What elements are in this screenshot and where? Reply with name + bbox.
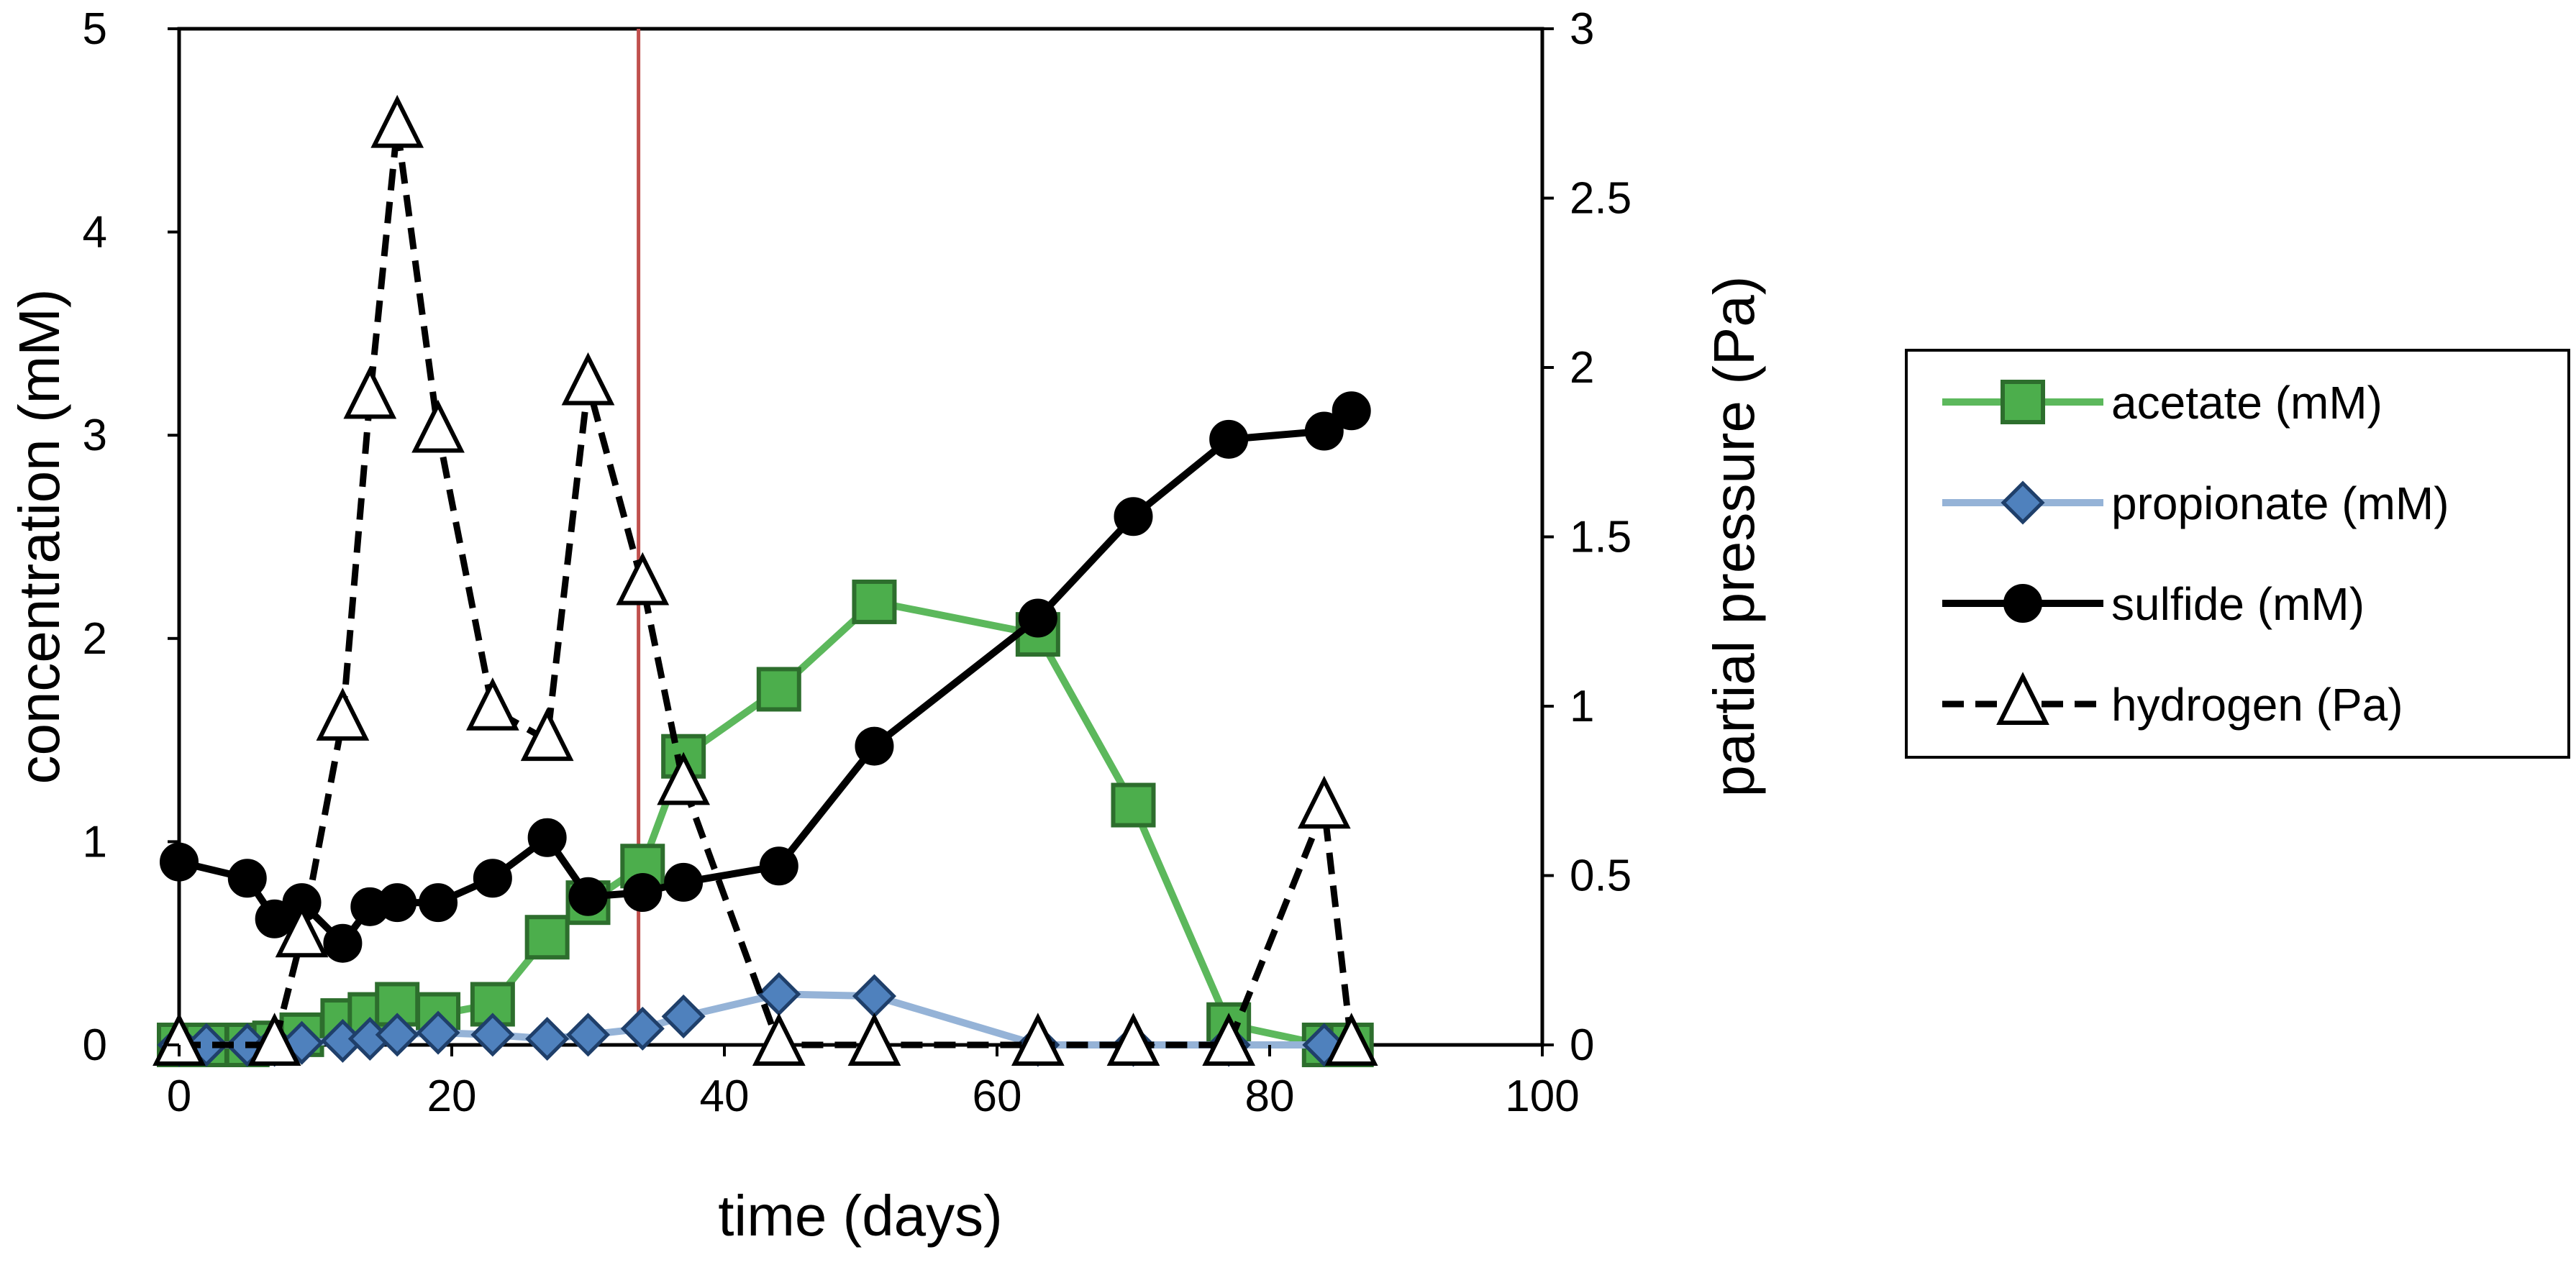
data-point-sulfide	[855, 726, 894, 766]
y-left-tick-label: 5	[83, 4, 107, 54]
y-right-tick-label: 0	[1570, 1020, 1594, 1070]
x-tick-label: 80	[1245, 1072, 1295, 1121]
data-point-propionate	[661, 994, 706, 1038]
y-left-tick-label: 2	[83, 614, 107, 664]
data-point-sulfide	[1332, 391, 1371, 431]
data-point-propionate	[565, 1013, 611, 1057]
y-right-tick-label: 0.5	[1570, 851, 1631, 901]
y-right-tick-label: 3	[1570, 4, 1594, 54]
data-point-sulfide	[527, 818, 567, 857]
series-hydrogen	[153, 94, 1378, 1066]
data-point-sulfide	[623, 873, 663, 913]
data-point-hydrogen	[1202, 1013, 1256, 1066]
data-point-hydrogen	[247, 1013, 301, 1066]
data-point-propionate	[852, 974, 896, 1018]
data-point-propionate	[620, 1006, 665, 1051]
legend-marker-acetate	[2001, 380, 2045, 424]
data-point-propionate	[470, 1013, 515, 1057]
data-point-sulfide	[1114, 497, 1153, 536]
data-point-sulfide	[378, 883, 417, 923]
y-right-tick-label: 2	[1570, 343, 1594, 393]
data-point-propionate	[525, 1016, 570, 1061]
data-point-hydrogen	[561, 352, 615, 406]
y-right-tick-label: 2.5	[1570, 174, 1631, 224]
legend-label-propionate: propionate (mM)	[2111, 478, 2449, 529]
x-axis-title: time (days)	[718, 1184, 1003, 1248]
data-point-hydrogen	[752, 1013, 806, 1066]
data-point-propionate	[375, 1013, 419, 1057]
data-point-hydrogen	[657, 752, 711, 805]
data-point-hydrogen	[411, 399, 465, 453]
data-point-propionate	[416, 1010, 460, 1055]
data-point-sulfide	[664, 862, 704, 902]
data-point-hydrogen	[1324, 1013, 1378, 1066]
y-right-tick-label: 1.5	[1570, 513, 1631, 562]
y-left-tick-label: 1	[83, 817, 107, 867]
data-point-hydrogen	[847, 1013, 901, 1066]
data-point-hydrogen	[1106, 1013, 1160, 1066]
data-point-sulfide	[1209, 419, 1249, 459]
legend-marker-sulfide	[2003, 584, 2042, 623]
data-point-hydrogen	[343, 365, 397, 419]
x-tick-label: 40	[700, 1072, 750, 1121]
legend-label-sulfide: sulfide (mM)	[2111, 578, 2365, 630]
data-point-sulfide	[419, 883, 458, 923]
data-point-acetate	[1111, 782, 1156, 828]
data-point-acetate	[524, 915, 570, 960]
x-tick-label: 0	[167, 1072, 191, 1121]
data-point-hydrogen	[465, 677, 519, 731]
data-point-hydrogen	[1011, 1013, 1065, 1066]
data-point-hydrogen	[153, 1013, 206, 1066]
data-point-hydrogen	[1297, 775, 1351, 829]
y-right-axis-title: partial pressure (Pa)	[1702, 276, 1766, 798]
data-point-sulfide	[568, 877, 608, 916]
data-point-hydrogen	[316, 687, 370, 741]
y-left-tick-label: 3	[83, 411, 107, 460]
data-point-hydrogen	[370, 94, 424, 148]
legend: acetate (mM) propionate (mM) sulfide (mM) h…	[1905, 349, 2570, 759]
legend-marker-propionate	[2001, 480, 2045, 525]
data-point-sulfide	[759, 846, 798, 886]
data-point-hydrogen	[520, 708, 574, 762]
data-point-sulfide	[160, 842, 199, 882]
data-point-hydrogen	[616, 552, 670, 606]
data-point-sulfide	[1018, 598, 1057, 638]
legend-marker-hydrogen	[1996, 672, 2049, 725]
data-point-sulfide	[1304, 411, 1344, 451]
x-tick-label: 20	[427, 1072, 477, 1121]
data-point-hydrogen	[275, 904, 329, 958]
data-point-sulfide	[473, 859, 512, 898]
data-point-acetate	[852, 579, 897, 624]
data-point-sulfide	[227, 859, 267, 898]
legend-label-acetate: acetate (mM)	[2111, 377, 2382, 429]
data-point-sulfide	[323, 923, 363, 963]
y-left-tick-label: 0	[83, 1020, 107, 1070]
legend-label-hydrogen: hydrogen (Pa)	[2111, 679, 2403, 731]
x-tick-label: 100	[1505, 1072, 1579, 1121]
x-tick-label: 60	[973, 1072, 1022, 1121]
y-left-axis-title: concentration (mM)	[7, 288, 71, 784]
y-right-tick-label: 1	[1570, 682, 1594, 731]
data-point-acetate	[756, 667, 801, 712]
y-left-tick-label: 4	[83, 208, 107, 257]
